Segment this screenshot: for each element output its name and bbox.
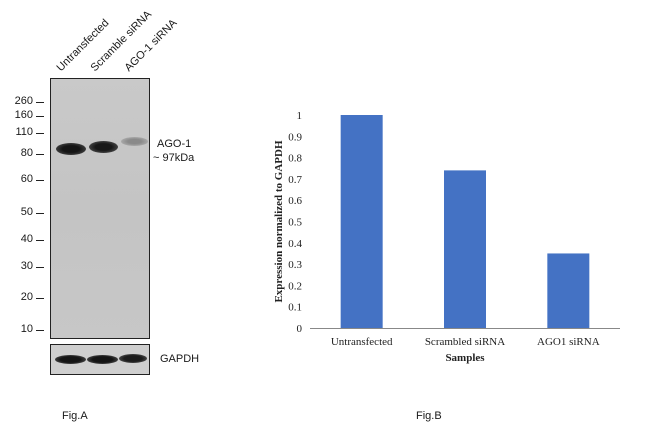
mw-marker-60: 60	[20, 173, 33, 185]
mw-marker-30: 30	[20, 260, 33, 272]
band-ago1-lane2	[89, 141, 118, 153]
y-tick-label: 0.8	[288, 153, 302, 165]
bar-untransfected	[340, 115, 383, 328]
band-gapdh-lane1	[55, 355, 86, 364]
y-tick-label: 0.6	[288, 195, 302, 207]
y-tick-label: 0.3	[288, 259, 302, 271]
mw-tick	[36, 102, 44, 103]
x-category-label: AGO1 siRNA	[537, 336, 600, 348]
mw-marker-20: 20	[20, 291, 33, 303]
band-ago1-lane1	[56, 143, 86, 155]
mw-marker-260: 260	[14, 95, 33, 107]
blot-membrane	[50, 78, 150, 339]
band-ago1-lane3	[121, 137, 148, 146]
bar-scrambled-sirna	[444, 170, 486, 328]
target-label: AGO-1	[157, 138, 192, 150]
loading-control-label: GAPDH	[160, 353, 200, 365]
y-axis-title: Expression normalized to GAPDH	[273, 140, 285, 302]
mw-tick	[36, 213, 44, 214]
mw-tick	[36, 240, 44, 241]
band-gapdh-lane3	[119, 354, 147, 363]
blot-gapdh-membrane	[50, 344, 150, 375]
fig-a-label: Fig.A	[62, 410, 88, 422]
y-tick-label: 0.9	[288, 131, 302, 143]
mw-tick	[36, 298, 44, 299]
y-tick-label: 0.1	[288, 302, 302, 314]
y-tick-label: 0.4	[288, 238, 302, 250]
mw-tick	[36, 154, 44, 155]
bar-ago1-sirna	[547, 253, 590, 328]
y-tick-label: 0	[297, 323, 303, 335]
target-size-label: ~ 97kDa	[153, 152, 195, 164]
fig-b-label: Fig.B	[416, 410, 442, 422]
y-tick-label: 0.2	[288, 280, 302, 292]
mw-marker-40: 40	[20, 233, 33, 245]
lane-label-scramble: Scramble siRNA	[88, 8, 155, 75]
mw-marker-50: 50	[20, 206, 33, 218]
band-gapdh-lane2	[87, 355, 118, 364]
mw-marker-160: 160	[14, 109, 33, 121]
x-category-label: Scrambled siRNA	[425, 336, 505, 348]
mw-tick	[36, 330, 44, 331]
mw-tick	[36, 133, 44, 134]
mw-marker-110: 110	[15, 126, 33, 138]
mw-tick	[36, 116, 44, 117]
mw-marker-80: 80	[20, 147, 33, 159]
y-tick-label: 0.5	[288, 217, 302, 229]
x-category-label: Untransfected	[331, 336, 393, 348]
mw-marker-10: 10	[20, 323, 33, 335]
mw-tick	[36, 180, 44, 181]
y-tick-label: 1	[297, 110, 303, 122]
y-tick-label: 0.7	[288, 174, 302, 186]
mw-tick	[36, 267, 44, 268]
x-axis-title: Samples	[445, 352, 485, 364]
